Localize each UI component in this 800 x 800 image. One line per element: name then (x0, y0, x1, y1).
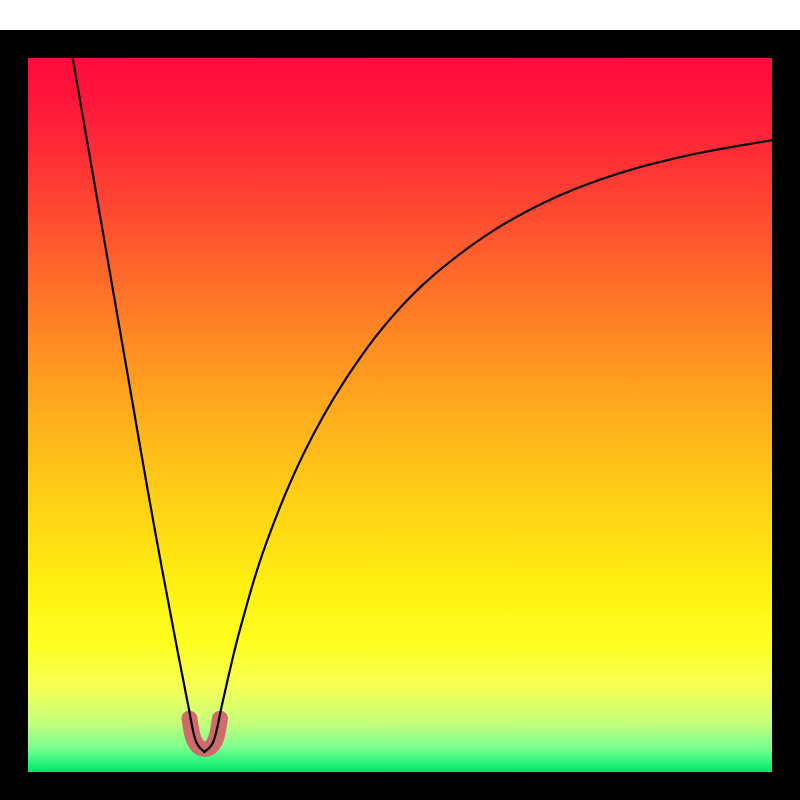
gradient-background (28, 58, 772, 772)
chart-root: TheBottleneck.com (0, 0, 800, 800)
plot-svg (28, 58, 772, 772)
plot-area (28, 58, 772, 772)
watermark-text: TheBottleneck.com (594, 6, 786, 32)
